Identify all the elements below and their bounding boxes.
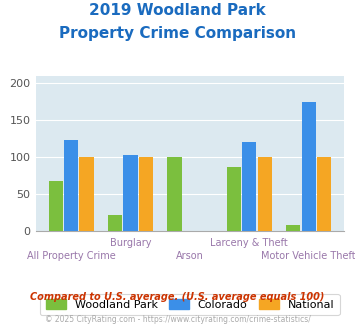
- Bar: [317, 157, 331, 231]
- Text: Burglary: Burglary: [110, 238, 151, 248]
- Bar: [139, 157, 153, 231]
- Text: Motor Vehicle Theft: Motor Vehicle Theft: [261, 251, 355, 261]
- Bar: [64, 140, 78, 231]
- Bar: [242, 142, 256, 231]
- Bar: [302, 102, 316, 231]
- Bar: [227, 168, 241, 231]
- Bar: [80, 157, 94, 231]
- Text: Property Crime Comparison: Property Crime Comparison: [59, 26, 296, 41]
- Bar: [49, 181, 63, 231]
- Text: © 2025 CityRating.com - https://www.cityrating.com/crime-statistics/: © 2025 CityRating.com - https://www.city…: [45, 315, 310, 324]
- Text: All Property Crime: All Property Crime: [27, 251, 115, 261]
- Bar: [108, 215, 122, 231]
- Bar: [286, 225, 300, 231]
- Bar: [167, 157, 182, 231]
- Text: Compared to U.S. average. (U.S. average equals 100): Compared to U.S. average. (U.S. average …: [30, 292, 325, 302]
- Legend: Woodland Park, Colorado, National: Woodland Park, Colorado, National: [40, 293, 340, 315]
- Text: Arson: Arson: [176, 251, 204, 261]
- Text: 2019 Woodland Park: 2019 Woodland Park: [89, 3, 266, 18]
- Bar: [258, 157, 272, 231]
- Bar: [124, 155, 138, 231]
- Text: Larceny & Theft: Larceny & Theft: [211, 238, 288, 248]
